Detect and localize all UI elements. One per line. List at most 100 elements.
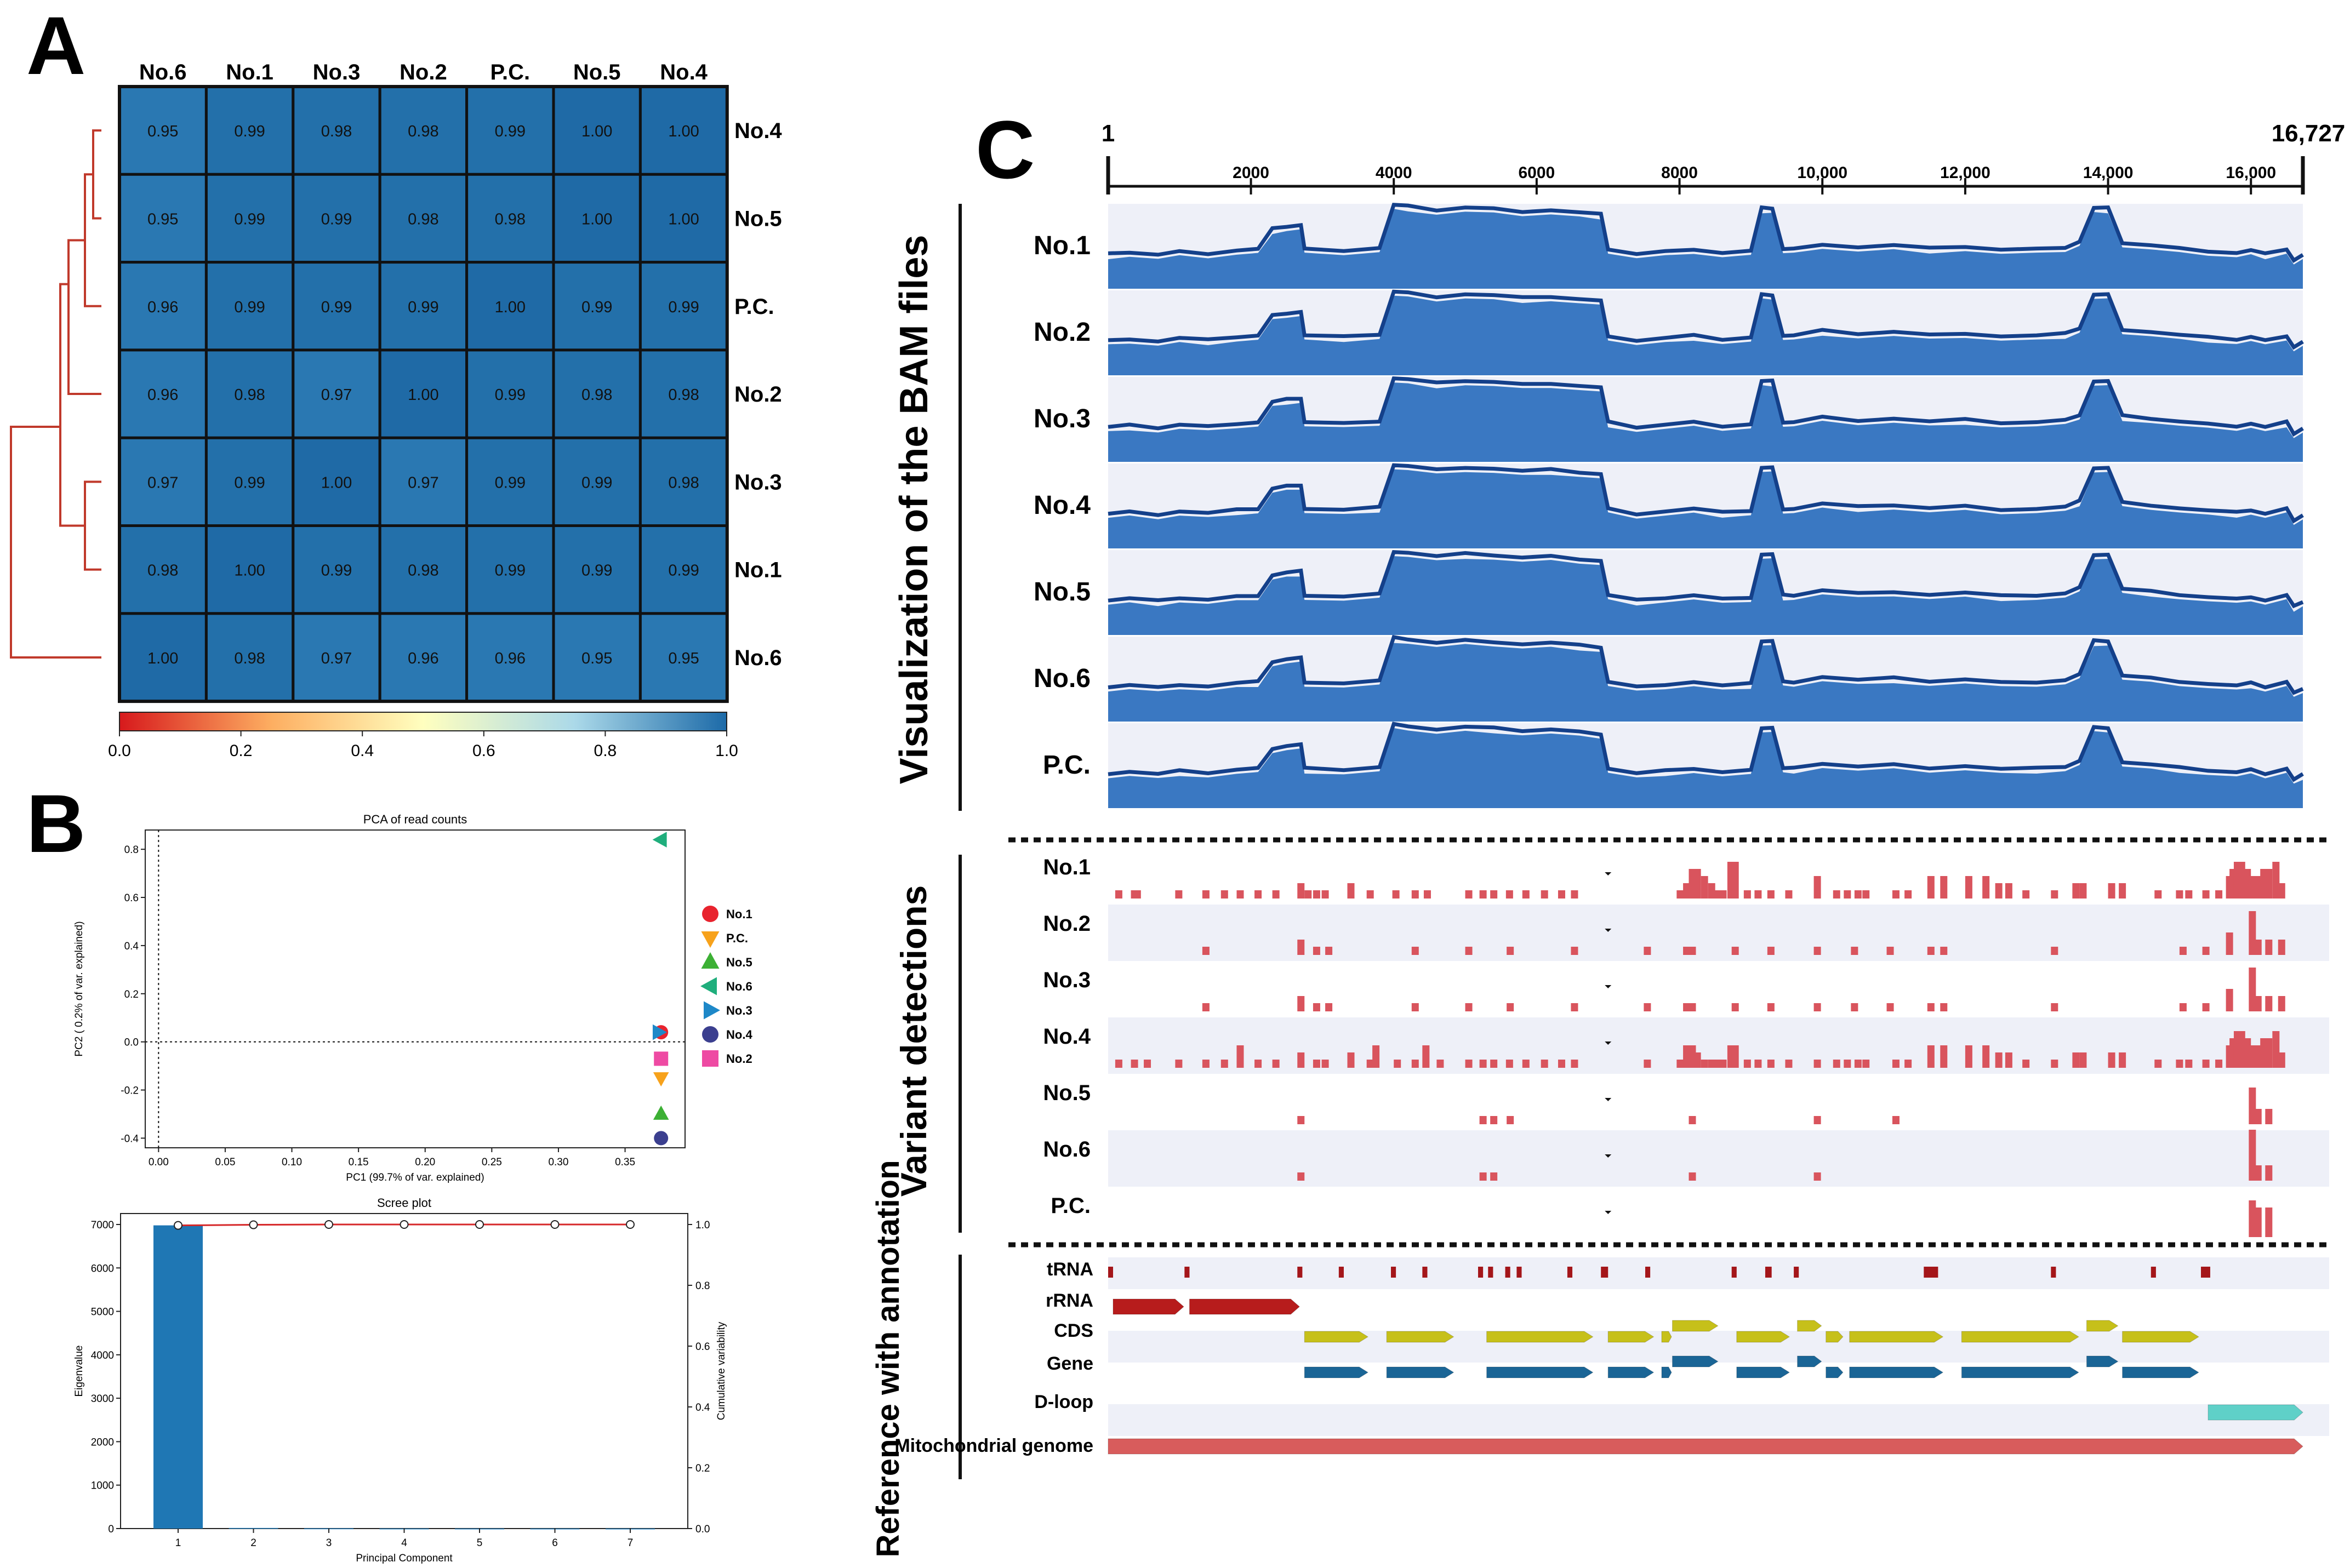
variant-bar: [2154, 890, 2162, 899]
rrna-feature: [1113, 1298, 1184, 1315]
variant-bar: [1366, 1060, 1374, 1068]
heatmap-cell: [118, 173, 208, 264]
legend-marker: [701, 931, 720, 948]
variant-bar: [1522, 890, 1530, 899]
heatmap-cell: [118, 261, 208, 352]
variant-bar: [1571, 890, 1578, 899]
variant-bar: [1714, 1060, 1721, 1068]
legend-label: No.1: [726, 907, 752, 921]
variant-bar: [1785, 890, 1793, 899]
cds-feature: [1826, 1331, 1844, 1343]
heatmap-cell: [378, 261, 469, 352]
variant-bar: [1892, 1116, 1900, 1124]
cell-value: 0.99: [321, 562, 352, 580]
variant-bar: [2265, 1109, 2273, 1124]
variant-bar: [1644, 1003, 1651, 1011]
cell-value: 0.98: [668, 474, 699, 491]
cds-feature: [2086, 1320, 2119, 1332]
variant-bar: [1844, 890, 1851, 899]
variant-bar: [2185, 1060, 2193, 1068]
variant-band: [1108, 1130, 2329, 1187]
variant-bar: [1731, 947, 1739, 955]
cell-value: 0.99: [495, 123, 526, 140]
variant-bar: [1714, 890, 1721, 899]
y2-tick-label: 0.2: [695, 1463, 710, 1474]
variant-bar: [1436, 1060, 1444, 1068]
variant-bar: [2238, 862, 2245, 899]
y2-tick-label: 1.0: [695, 1220, 710, 1231]
colorbar-tick-label: 0.8: [594, 742, 617, 760]
dendrogram-branch: [67, 239, 101, 396]
variant-bar: [1347, 1052, 1355, 1068]
gene-feature: [1961, 1366, 2079, 1378]
variant-bar: [1297, 1052, 1305, 1068]
row-label: No.3: [734, 470, 782, 494]
cell-value: 0.96: [147, 386, 178, 404]
variant-bar: [2005, 1052, 2012, 1068]
annotation-track-label: CDS: [1054, 1320, 1093, 1341]
x-tick-label: 0.15: [349, 1157, 369, 1168]
cumulative-point: [400, 1220, 409, 1229]
coverage-sample-label: No.6: [1034, 664, 1091, 693]
heatmap-cell: [465, 173, 555, 264]
trna-feature: [1184, 1267, 1190, 1278]
variant-marker: [1605, 1211, 1612, 1214]
y2-tick-label: 0.8: [695, 1280, 710, 1292]
variant-bar: [1507, 947, 1514, 955]
coverage-edge: [1108, 722, 2304, 782]
x-tick-label: 0.10: [282, 1157, 302, 1168]
variant-bar: [2179, 947, 2187, 955]
scree-frame: [120, 1213, 688, 1529]
gene-feature: [1386, 1366, 1455, 1378]
column-label: No.4: [660, 60, 708, 84]
variant-bar: [1297, 996, 1305, 1011]
heatmap-cell: [204, 348, 295, 439]
variant-bar: [1411, 890, 1419, 899]
trna-feature: [2151, 1267, 2156, 1278]
panel-label-b: B: [26, 777, 85, 869]
trna-feature: [1645, 1267, 1651, 1278]
variant-bar: [1202, 1003, 1210, 1011]
variant-bar: [1701, 876, 1708, 899]
variant-bar: [1236, 1045, 1244, 1068]
variant-bar: [2051, 1003, 2058, 1011]
variant-bar: [2022, 890, 2030, 899]
variant-bar: [2226, 989, 2233, 1011]
variant-bar: [2119, 883, 2126, 899]
row-label: P.C.: [734, 295, 774, 319]
variant-bar: [1683, 947, 1691, 955]
variant-bar: [1982, 1045, 1990, 1068]
y-tick-label: 3000: [91, 1393, 114, 1405]
variant-bar: [1411, 1003, 1419, 1011]
variant-bar: [1689, 947, 1696, 955]
axis-tick-label: 6000: [1519, 164, 1555, 182]
variant-bar: [1313, 890, 1320, 899]
cumulative-point: [324, 1220, 333, 1229]
variant-bar: [1844, 1060, 1851, 1068]
variant-bar: [1854, 890, 1862, 899]
column-label: No.1: [226, 60, 273, 84]
y-tick-label: 0.8: [124, 844, 139, 856]
variant-bar: [2272, 862, 2280, 899]
heatmap-cell: [552, 261, 642, 352]
variant-bar: [2249, 1045, 2256, 1068]
variant-bar: [1701, 1060, 1708, 1068]
row-label: No.6: [734, 646, 782, 670]
variant-marker: [1605, 1154, 1612, 1158]
variant-bar: [1297, 1172, 1305, 1181]
variant-bar: [1940, 947, 1948, 955]
variant-bar: [1465, 890, 1473, 899]
variant-bar: [1254, 890, 1262, 899]
variant-section-label: Variant detections: [893, 885, 934, 1197]
cumulative-point: [550, 1220, 560, 1229]
axis-tick-label: 16,000: [2226, 164, 2276, 182]
variant-bar: [1321, 890, 1329, 899]
trna-feature: [2051, 1267, 2056, 1278]
legend-marker: [700, 977, 717, 995]
trna-feature: [1601, 1267, 1609, 1278]
heatmap-cell: [465, 524, 555, 615]
axis-tick-label: 12,000: [1940, 164, 1990, 182]
variant-bar: [1754, 890, 1762, 899]
variant-bar: [1689, 1116, 1696, 1124]
variant-bar: [2079, 883, 2087, 899]
